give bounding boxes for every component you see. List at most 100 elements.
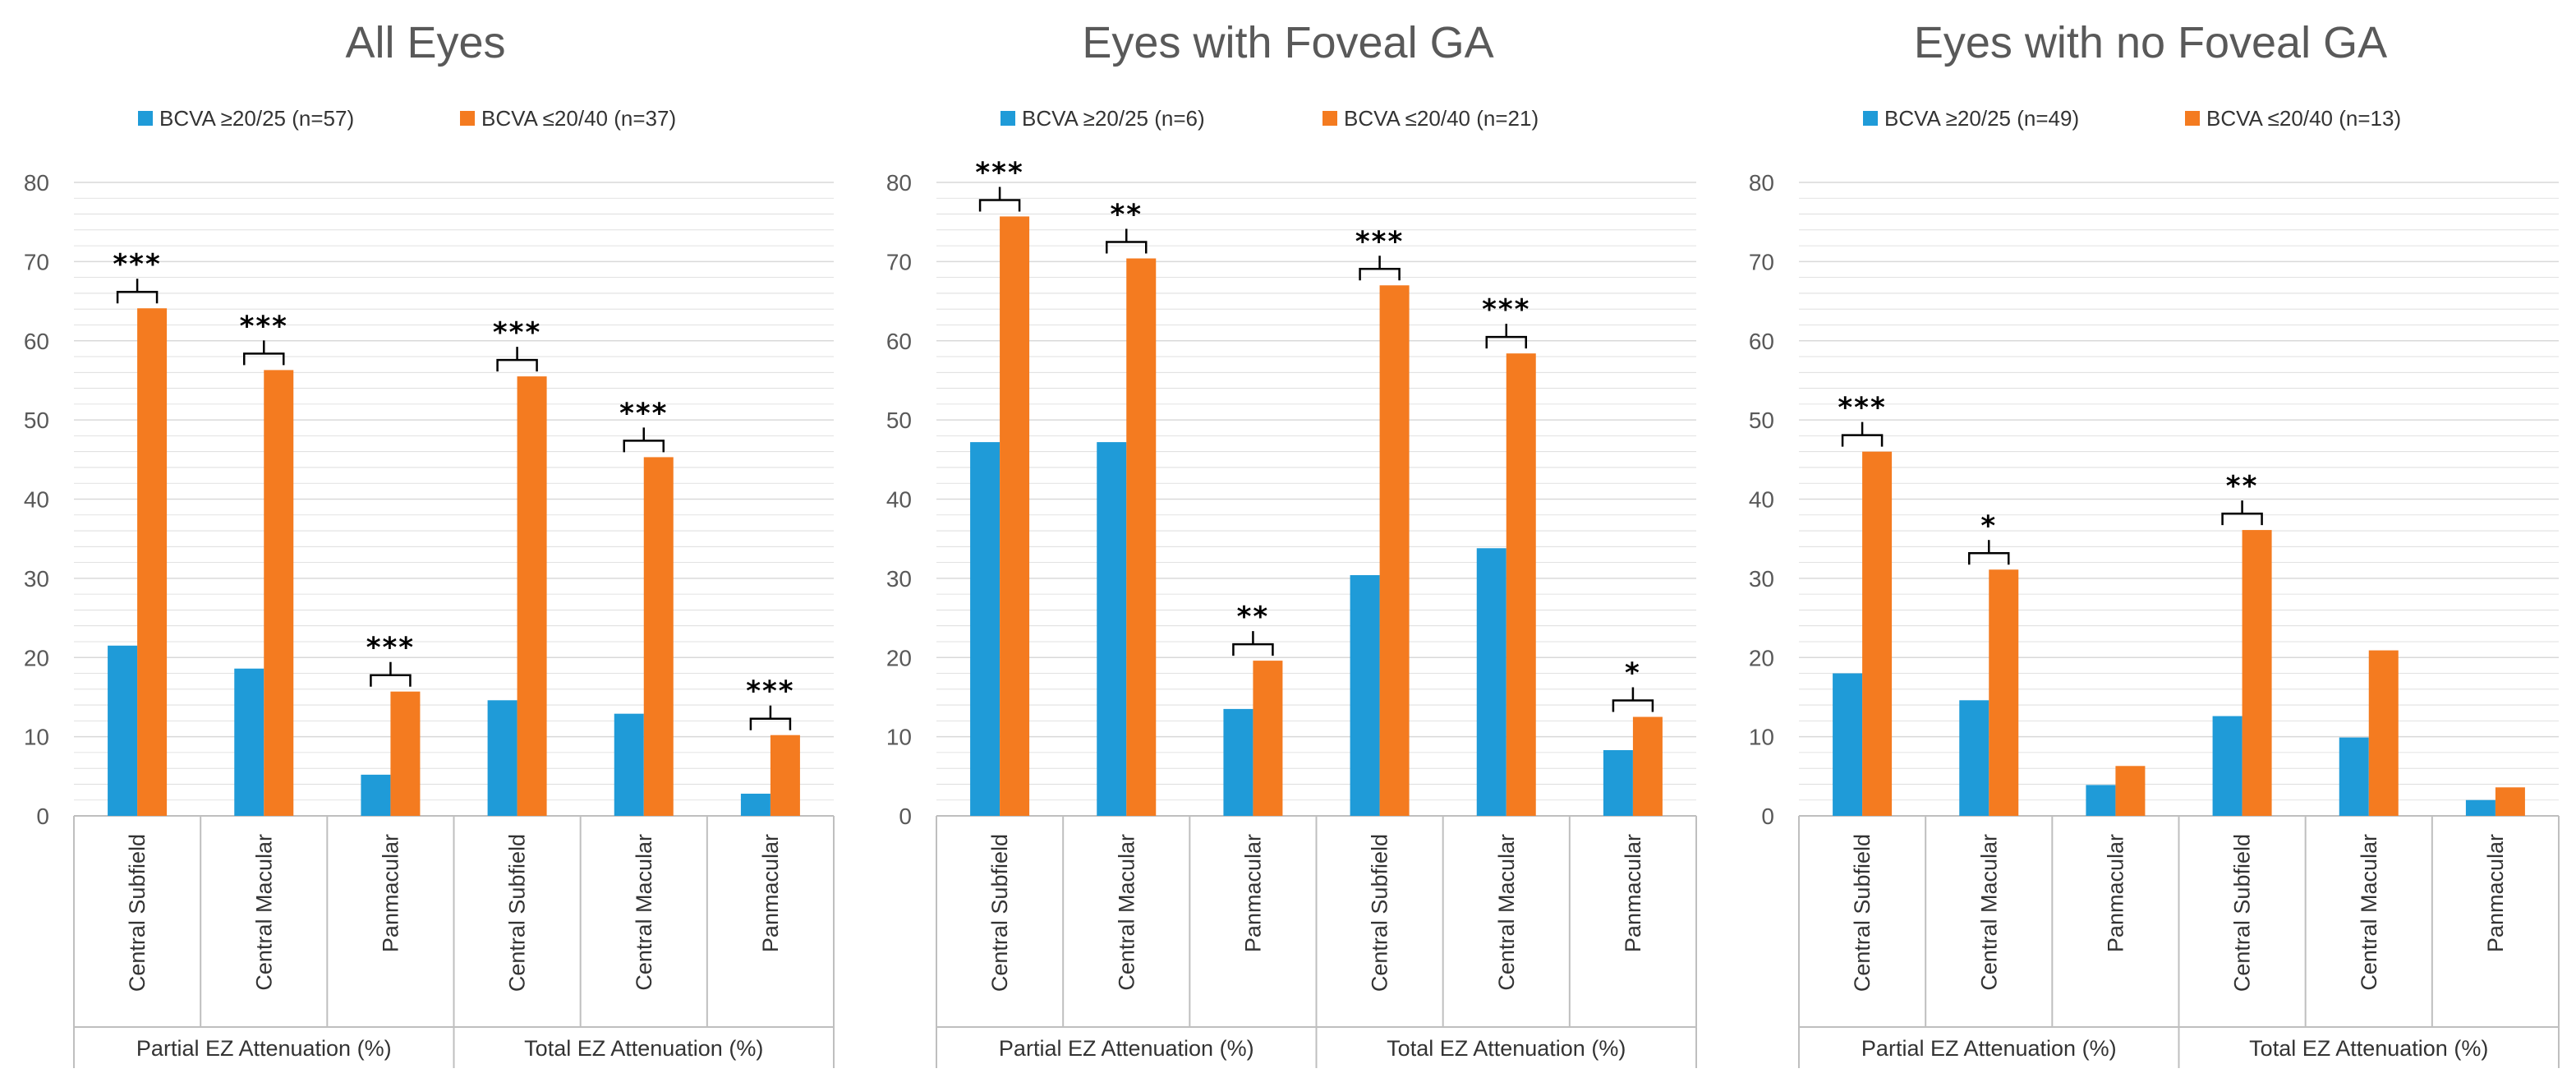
chart-title: Eyes with no Foveal GA (1914, 18, 2387, 67)
significance-bracket (1485, 324, 1527, 349)
legend-swatch-poor (1322, 111, 1337, 126)
bar-good (970, 442, 1000, 816)
significance-bracket (1359, 256, 1401, 281)
significance-label: ** (1237, 601, 1270, 633)
legend-label-poor: BCVA ≤20/40 (n=37) (481, 106, 676, 131)
significance-bracket (623, 427, 665, 453)
y-tick-label: 30 (24, 566, 49, 592)
legend-swatch-poor (460, 111, 475, 126)
bars: ****** (1833, 392, 2525, 816)
y-tick-label: 60 (886, 329, 912, 354)
significance-label: *** (1838, 392, 1886, 425)
significance-bracket (1841, 421, 1884, 447)
y-tick-label: 20 (1749, 645, 1774, 670)
bar-good (1603, 750, 1633, 816)
legend-label-good: BCVA ≥20/25 (n=49) (1884, 106, 2079, 131)
category-label: Central Subfield (505, 834, 530, 992)
category-label: Central Macular (251, 834, 276, 991)
chart-panel-3: Eyes with no Foveal GA BCVA ≥20/25 (n=49)… (1749, 18, 2560, 1068)
y-tick-label: 20 (24, 645, 49, 670)
group-label: Partial EZ Attenuation (%) (999, 1036, 1254, 1061)
legend: BCVA ≥20/25 (n=57) BCVA ≤20/40 (n=37) (138, 106, 676, 131)
legend-label-poor: BCVA ≤20/40 (n=13) (2206, 106, 2401, 131)
y-tick-label: 70 (24, 249, 49, 274)
x-axis: Central Subfield Central Macular Panmacula… (73, 815, 835, 1068)
legend-label-good: BCVA ≥20/25 (n=57) (159, 106, 354, 131)
y-tick-label: 10 (24, 725, 49, 750)
significance-label: *** (975, 156, 1024, 189)
bar-good (2212, 716, 2242, 816)
legend-swatch-good (138, 111, 153, 126)
significance-bracket (2221, 500, 2263, 526)
bar-good (234, 668, 264, 816)
significance-label: ** (1110, 199, 1143, 232)
significance-label: *** (113, 248, 161, 281)
bar-poor (1862, 451, 1893, 816)
bar-good (1959, 700, 1990, 816)
gridlines (74, 182, 834, 801)
gridlines (1799, 182, 2559, 801)
y-tick-label: 40 (1749, 487, 1774, 513)
y-tick-label: 20 (886, 645, 912, 670)
bar-poor (390, 691, 421, 816)
y-tick-label: 40 (886, 487, 912, 513)
bar-poor (2495, 787, 2525, 816)
significance-label: *** (1355, 225, 1404, 258)
legend: BCVA ≥20/25 (n=49) BCVA ≤20/40 (n=13) (1863, 106, 2401, 131)
category-label: Central Macular (1114, 834, 1138, 991)
bar-poor (643, 457, 674, 816)
bar-poor (1126, 258, 1157, 816)
significance-bracket (1612, 687, 1654, 712)
y-tick-label: 0 (1761, 804, 1774, 829)
category-label: Panmacular (2103, 834, 2128, 952)
significance-label: * (1625, 657, 1641, 690)
bar-poor (770, 735, 800, 816)
chart-panel-1: All Eyes BCVA ≥20/25 (n=57) BCVA ≤20/40 (n… (24, 18, 835, 1068)
category-label: Central Macular (2357, 834, 2381, 991)
category-label: Central Macular (632, 834, 656, 991)
x-axis: Central Subfield Central Macular Panmacula… (936, 815, 1697, 1068)
category-label: Central Subfield (987, 834, 1012, 992)
group-label: Partial EZ Attenuation (%) (1861, 1036, 2117, 1061)
gridlines (936, 182, 1696, 801)
chart-title: Eyes with Foveal GA (1082, 18, 1493, 67)
bar-poor (2115, 766, 2146, 816)
bar-poor (1379, 285, 1410, 817)
significance-bracket (1106, 228, 1148, 254)
significance-label: ** (2226, 470, 2259, 503)
y-tick-label: 60 (24, 329, 49, 354)
bar-poor (2242, 530, 2272, 816)
chart-title: All Eyes (345, 18, 505, 67)
significance-bracket (116, 279, 159, 304)
significance-bracket (496, 347, 538, 372)
bar-good (740, 794, 770, 816)
legend: BCVA ≥20/25 (n=6) BCVA ≤20/40 (n=21) (1000, 106, 1539, 131)
bar-good (1223, 708, 1254, 816)
group-label: Total EZ Attenuation (%) (524, 1036, 763, 1061)
y-tick-label: 80 (886, 170, 912, 196)
significance-label: * (1980, 509, 1997, 542)
significance-bracket (749, 705, 792, 730)
category-label: Panmacular (758, 834, 783, 952)
category-label: Central Subfield (1850, 834, 1874, 992)
significance-label: *** (493, 316, 541, 349)
group-label: Total EZ Attenuation (%) (2249, 1036, 2488, 1061)
chart-panel-2: Eyes with Foveal GA BCVA ≥20/25 (n=6) BCVA… (886, 18, 1697, 1068)
bar-poor (1632, 716, 1663, 816)
y-tick-label: 50 (886, 408, 912, 433)
y-axis: 0 10 20 30 40 50 60 70 80 (24, 170, 49, 829)
x-axis: Central Subfield Central Macular Panmacula… (1798, 815, 2560, 1068)
category-label: Central Subfield (125, 834, 150, 992)
y-tick-label: 0 (899, 804, 912, 829)
significance-label: *** (619, 397, 668, 430)
significance-bracket (243, 340, 285, 366)
bar-good (108, 645, 138, 816)
bar-poor (1253, 661, 1283, 816)
bar-good (2086, 785, 2116, 816)
bar-good (2465, 799, 2496, 816)
legend-swatch-good (1863, 111, 1878, 126)
y-tick-label: 10 (886, 725, 912, 750)
category-label: Panmacular (1621, 834, 1645, 952)
y-tick-label: 50 (24, 408, 49, 433)
y-tick-label: 40 (24, 487, 49, 513)
